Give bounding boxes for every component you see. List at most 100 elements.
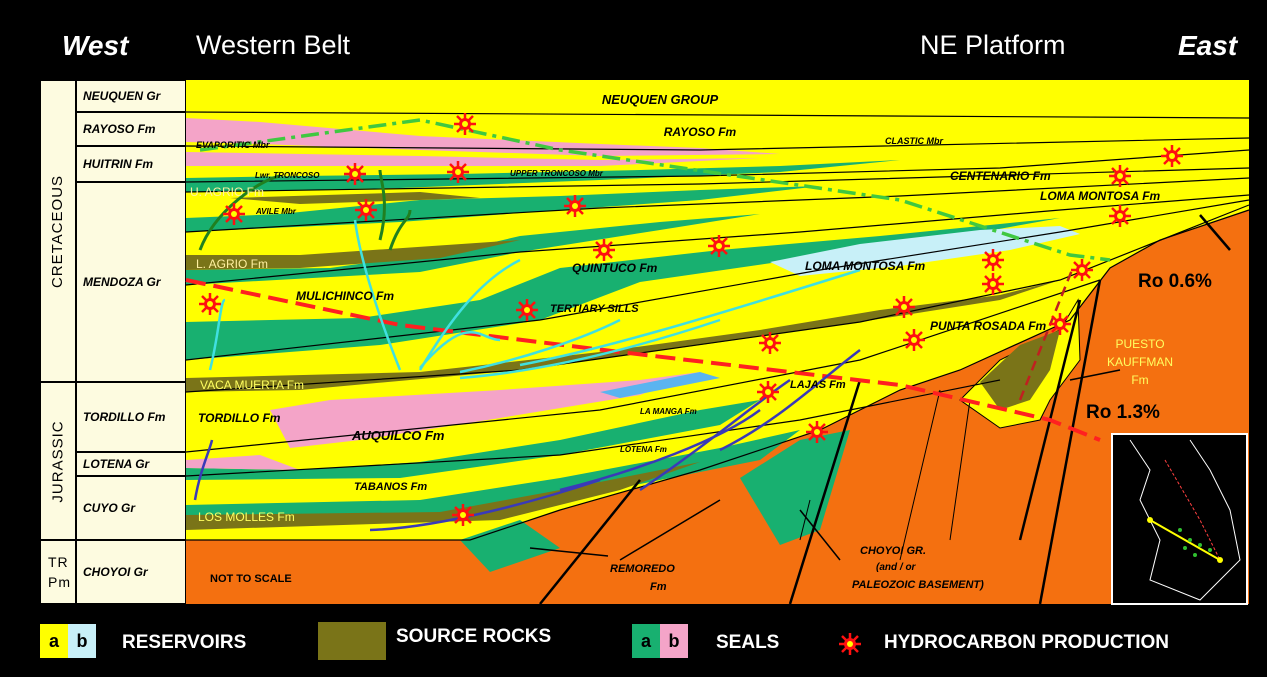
hc-icon — [804, 419, 830, 445]
ro-1-3-line — [185, 278, 1101, 442]
legend-reservoir-swatch: a b — [40, 624, 96, 658]
hc-icon — [1107, 163, 1133, 189]
legend-seal-b: b — [660, 624, 688, 658]
label-choyoi: CHOYOI GR. — [860, 545, 926, 557]
label-loma-montosa-1: LOMA MONTOSA Fm — [1040, 189, 1161, 203]
label-u-agrio: U. AGRIO Fm — [190, 185, 264, 199]
label-clastic: CLASTIC Mbr — [885, 136, 943, 146]
colored-labels: U. AGRIO Fm L. AGRIO Fm VACA MUERTA Fm L… — [190, 185, 1212, 585]
label-rayoso: RAYOSO Fm — [664, 125, 737, 139]
legend-hydrocarbon: HYDROCARBON PRODUCTION — [884, 632, 1169, 653]
hc-icon — [891, 294, 917, 320]
hc-icon — [197, 291, 223, 317]
label-auquilco: AUQUILCO Fm — [351, 428, 445, 443]
label-and-or: (and / or — [876, 562, 917, 573]
label-paleozoic: PALEOZOIC BASEMENT) — [852, 579, 984, 591]
label-ro-0-6: Ro 0.6% — [1138, 271, 1212, 292]
label-vaca-muerta: VACA MUERTA Fm — [200, 378, 304, 392]
hc-icon — [901, 327, 927, 353]
lotena-seal — [186, 400, 760, 480]
hc-icon — [452, 111, 478, 137]
formation-labels: NEUQUEN GROUP RAYOSO Fm EVAPORITIC Mbr C… — [196, 92, 1161, 593]
label-neuquen-group: NEUQUEN GROUP — [602, 92, 719, 107]
legend-source-rocks: SOURCE ROCKS — [396, 626, 552, 647]
remoredo-wedge — [460, 520, 560, 572]
inset-map — [1111, 433, 1248, 605]
stratal-lines — [185, 111, 1250, 541]
period-cretaceous: CRETACEOUS — [40, 80, 76, 382]
label-remoredo: REMOREDO — [610, 563, 675, 575]
label-tabanos: TABANOS Fm — [354, 481, 427, 493]
hc-icon — [514, 297, 540, 323]
migration-paths-blue — [193, 349, 861, 532]
label-mulichinco: MULICHINCO Fm — [296, 289, 394, 303]
hc-icon — [1107, 203, 1133, 229]
legend-seal-swatch: a b — [632, 624, 688, 658]
vaca-muerta-source — [186, 280, 1060, 392]
hc-icon — [980, 247, 1006, 273]
legend-seal-a: a — [632, 624, 660, 658]
label-kauffman: KAUFFMAN — [1107, 355, 1173, 369]
unit-rayoso: RAYOSO Fm — [76, 112, 186, 146]
lajas-green-wedge — [740, 430, 850, 545]
huitrin-pink — [186, 152, 760, 166]
basement-choyoi — [186, 210, 1249, 604]
label-lajas: LAJAS Fm — [790, 379, 846, 391]
auquilco-evaporite — [270, 372, 700, 448]
period-jurassic: JURASSIC — [40, 382, 76, 540]
la-manga-blue — [600, 372, 720, 398]
evaporitic-member — [186, 118, 780, 156]
label-tertiary: TERTIARY SILLS — [550, 303, 639, 315]
kauffman-maturity-line — [1018, 269, 1074, 401]
loma-montosa-lens — [770, 226, 1080, 276]
legend-reservoirs: RESERVOIRS — [122, 632, 247, 653]
label-upper-troncoso: UPPER TRONCOSO Mbr — [510, 169, 604, 178]
migration-paths-cyan — [208, 219, 861, 380]
legend-seals: SEALS — [716, 632, 780, 653]
unit-lotena: LOTENA Gr — [76, 452, 186, 476]
label-los-molles: LOS MOLLES Fm — [198, 510, 295, 524]
label-not-to-scale: NOT TO SCALE — [210, 573, 292, 585]
legend-hc-icon — [837, 631, 863, 657]
west-label: West — [62, 30, 129, 61]
label-ro-1-3: Ro 1.3% — [1086, 402, 1160, 423]
unit-tordillo: TORDILLO Fm — [76, 382, 186, 452]
label-la-manga: LA MANGA Fm — [640, 407, 697, 416]
label-lotena: LOTENA Fm — [620, 445, 667, 454]
cuyo-seal — [186, 430, 800, 528]
unit-cuyo: CUYO Gr — [76, 476, 186, 540]
hc-icon — [445, 159, 471, 185]
label-avile: AVILE Mbr — [255, 207, 297, 216]
ne-platform-label: NE Platform — [920, 30, 1066, 60]
label-l-agrio: L. AGRIO Fm — [196, 257, 268, 271]
unit-mendoza: MENDOZA Gr — [76, 182, 186, 382]
hc-icon — [706, 233, 732, 259]
hc-icon — [562, 193, 588, 219]
minor-faults — [799, 389, 971, 561]
hc-icon — [342, 161, 368, 187]
hc-icon — [1159, 143, 1185, 169]
annotation-arrows — [529, 369, 1121, 561]
hc-icon — [980, 271, 1006, 297]
label-remoredo-fm: Fm — [650, 581, 667, 593]
lotena-pink — [186, 455, 300, 470]
legend-reservoir-a: a — [40, 624, 68, 658]
mulichinco-seal — [186, 218, 1060, 360]
l-agrio-source — [186, 240, 520, 270]
hc-icon — [1069, 257, 1095, 283]
label-kauffman-fm: Fm — [1131, 373, 1148, 387]
east-label: East — [1178, 30, 1238, 61]
label-punta-rosada: PUNTA ROSADA Fm — [930, 319, 1047, 333]
label-evaporitic: EVAPORITIC Mbr — [196, 140, 270, 150]
unit-huitrin: HUITRIN Fm — [76, 146, 186, 182]
troncoso-seal — [186, 160, 900, 192]
unit-choyoi: CHOYOI Gr — [76, 540, 186, 604]
legend-reservoir-b: b — [68, 624, 96, 658]
label-lwr-troncoso: Lwr. TRONCOSO — [255, 171, 320, 180]
western-belt-label: Western Belt — [196, 30, 351, 60]
label-quintuco: QUINTUCO Fm — [572, 261, 658, 275]
hc-icon — [591, 237, 617, 263]
avile-source — [230, 192, 480, 204]
hc-icon — [1047, 311, 1073, 337]
